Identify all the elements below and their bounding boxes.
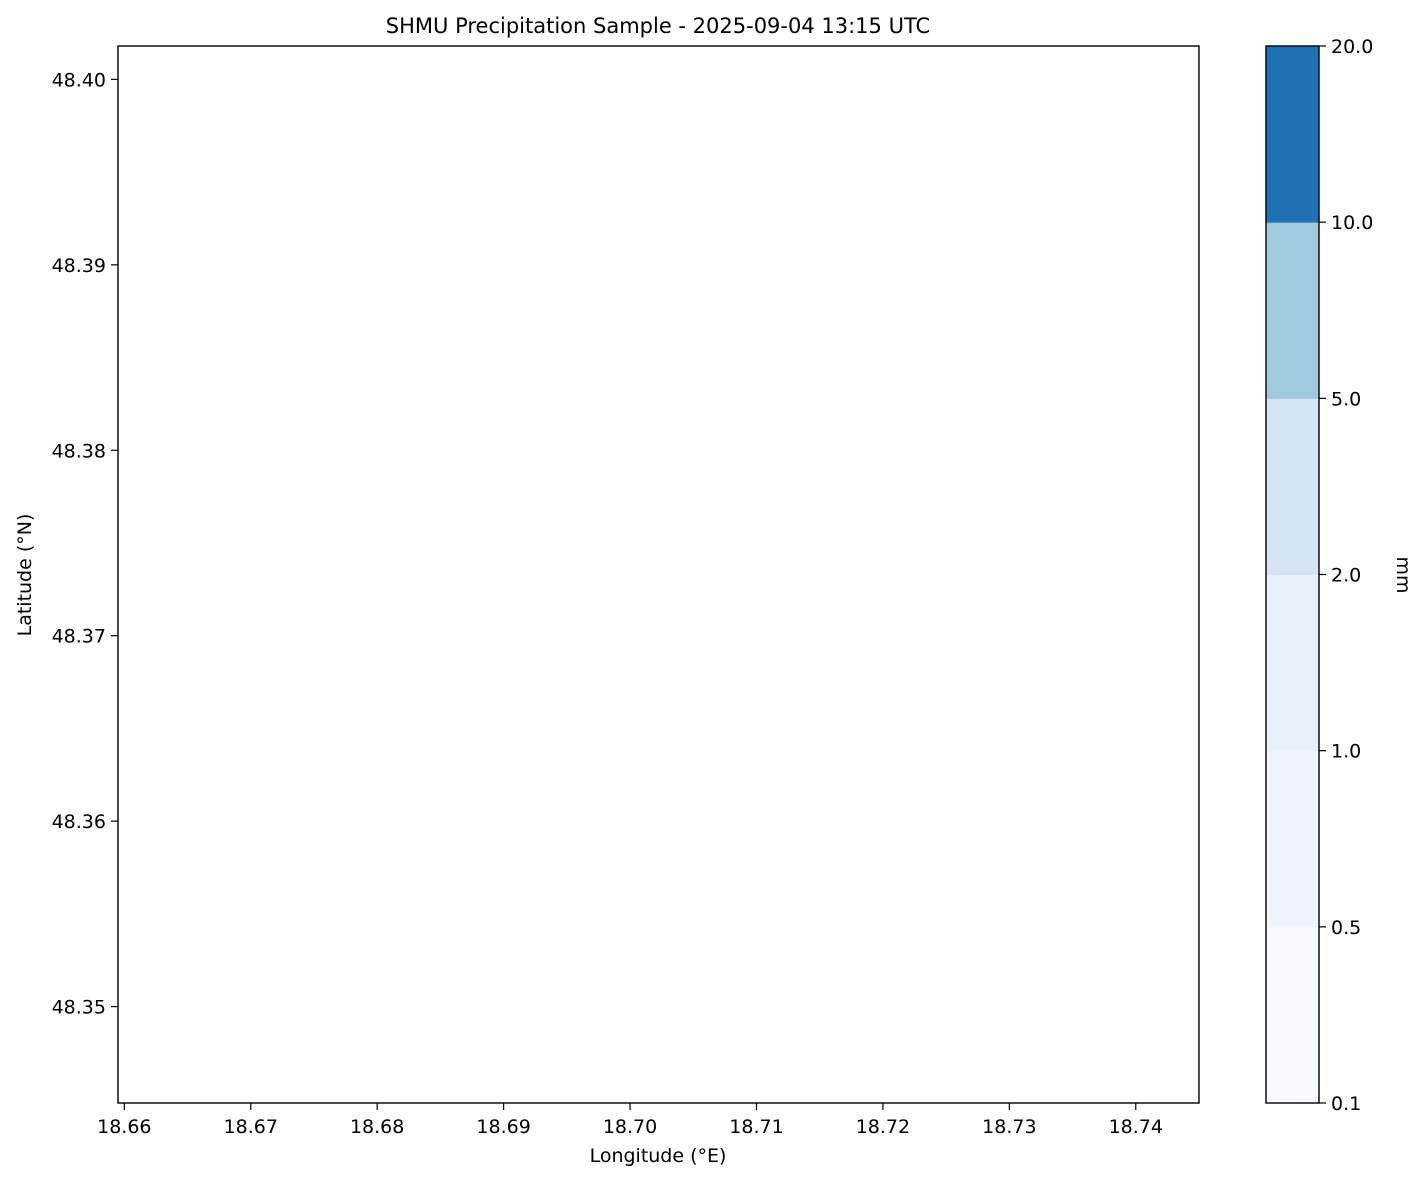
colorbar-segment (1266, 222, 1319, 399)
x-tick-label: 18.69 (476, 1116, 530, 1138)
chart-title: SHMU Precipitation Sample - 2025-09-04 1… (386, 14, 930, 38)
colorbar-tick-label: 2.0 (1331, 565, 1361, 587)
x-tick-label: 18.72 (856, 1116, 910, 1138)
colorbar-segments (1266, 46, 1319, 1104)
colorbar-ticks: 0.1 0.5 1.0 2.0 5.0 10.0 20.0 (1319, 36, 1373, 1115)
plot-area (118, 46, 1199, 1103)
y-tick-label: 48.40 (52, 69, 106, 91)
x-tick-label: 18.68 (350, 1116, 404, 1138)
colorbar-segment (1266, 574, 1319, 752)
colorbar: 0.1 0.5 1.0 2.0 5.0 10.0 20.0 mm (1265, 36, 1414, 1115)
x-axis-ticks: 18.66 18.67 18.68 18.69 18.70 18.71 18.72 18.73… (97, 1103, 1163, 1138)
x-tick-label: 18.70 (603, 1116, 657, 1138)
y-tick-label: 48.36 (52, 811, 106, 833)
colorbar-tick-label: 5.0 (1331, 388, 1361, 410)
colorbar-label: mm (1392, 556, 1414, 593)
x-tick-label: 18.66 (97, 1116, 151, 1138)
y-axis-label: Latitude (°N) (14, 514, 36, 637)
y-tick-label: 48.38 (52, 440, 106, 462)
x-tick-label: 18.71 (729, 1116, 783, 1138)
y-tick-label: 48.35 (52, 997, 106, 1019)
plot-frame (117, 45, 1200, 1104)
x-axis-label: Longitude (°E) (590, 1145, 727, 1167)
colorbar-segment (1266, 398, 1319, 575)
colorbar-tick-label: 0.1 (1331, 1093, 1361, 1115)
colorbar-tick-label: 10.0 (1331, 212, 1373, 234)
y-tick-label: 48.37 (52, 626, 106, 648)
colorbar-segment (1266, 46, 1319, 223)
colorbar-tick-label: 20.0 (1331, 36, 1373, 58)
x-tick-label: 18.73 (982, 1116, 1036, 1138)
colorbar-segment (1266, 926, 1319, 1104)
colorbar-tick-label: 0.5 (1331, 917, 1361, 939)
y-tick-label: 48.39 (52, 255, 106, 277)
colorbar-tick-label: 1.0 (1331, 741, 1361, 763)
x-tick-label: 18.67 (224, 1116, 278, 1138)
x-tick-label: 18.74 (1109, 1116, 1163, 1138)
y-axis-ticks: 48.35 48.36 48.37 48.38 48.39 48.40 (52, 69, 118, 1019)
colorbar-segment (1266, 750, 1319, 928)
